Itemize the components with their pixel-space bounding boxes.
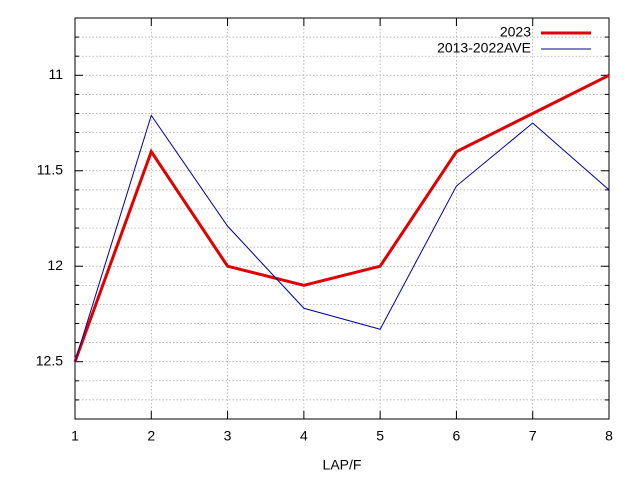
plot-frame	[74, 17, 610, 420]
x-tick-label: 2	[147, 428, 155, 444]
x-tick-label: 5	[376, 428, 384, 444]
legend-label: 2013-2022AVE	[437, 40, 531, 56]
series-line	[74, 114, 610, 362]
x-tick-label: 8	[605, 428, 613, 444]
y-tick-label: 11	[48, 66, 63, 82]
y-tick-label: 12	[47, 257, 63, 273]
series-line	[73, 73, 610, 363]
x-axis-label: LAP/F	[323, 457, 362, 473]
x-tick-label: 1	[71, 428, 79, 444]
y-tick-label: 11.5	[37, 161, 63, 177]
x-tick-label: 7	[529, 428, 537, 444]
x-tick-label: 6	[453, 428, 461, 444]
legend-label: 2023	[500, 24, 531, 40]
y-tick-label: 12.5	[36, 352, 63, 368]
x-tick-label: 4	[300, 428, 308, 444]
x-tick-label: 3	[224, 428, 232, 444]
